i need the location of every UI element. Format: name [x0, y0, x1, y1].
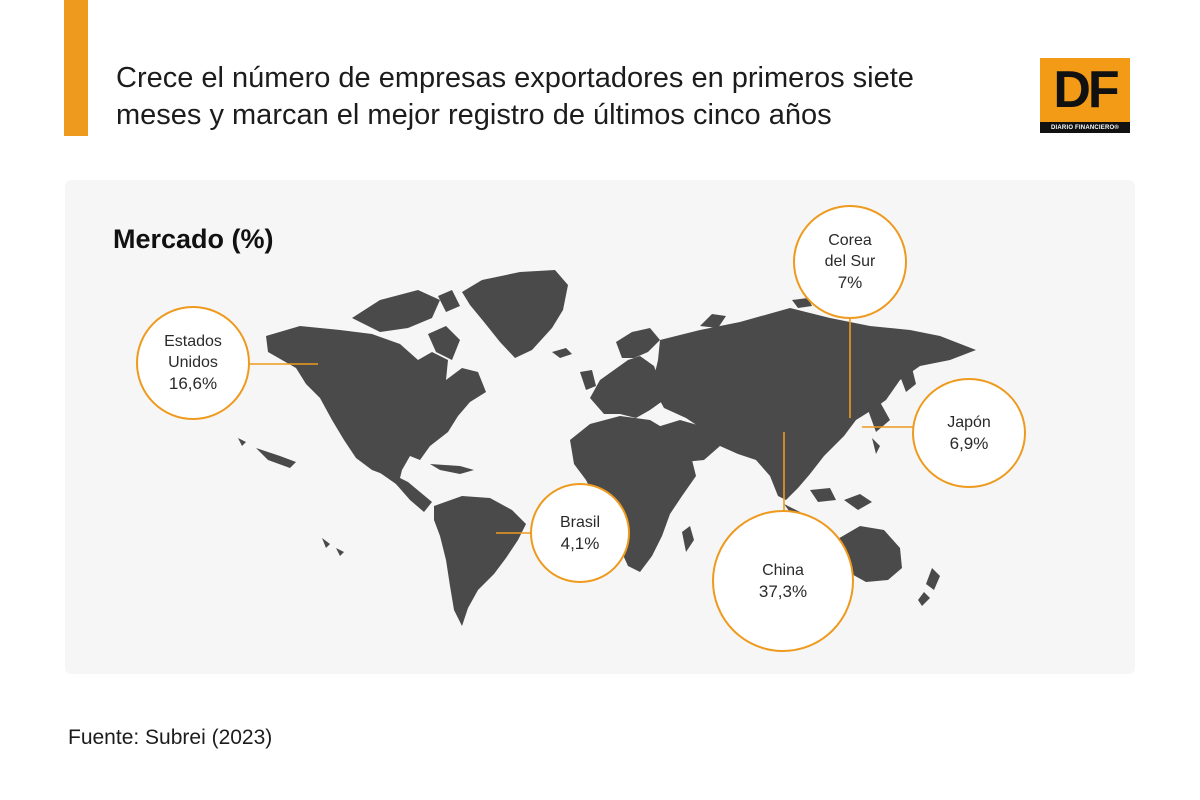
africa-shape [570, 416, 696, 572]
madagascar-shape [682, 526, 694, 552]
scandinavia-shape [616, 328, 660, 358]
market-value: 37,3% [758, 581, 808, 601]
baffin-island-shape [428, 326, 460, 360]
market-bubble-brasil: Brasil 4,1% [530, 483, 630, 583]
arctic-island-shape [438, 290, 460, 312]
aleutian-shape [256, 448, 296, 468]
central-america-shape [376, 470, 432, 512]
page-title: Crece el número de empresas exportadores… [116, 62, 914, 131]
logo-box: DF [1040, 58, 1130, 122]
europe-shape [590, 356, 664, 418]
arabia-shape [654, 420, 720, 462]
iceland-shape [552, 348, 572, 358]
japan-shape [872, 438, 880, 454]
market-bubble-corea-del-sur: Corea del Sur 7% [793, 205, 907, 319]
source-note: Fuente: Subrei (2023) [68, 726, 273, 749]
logo-letters: DF [1053, 61, 1119, 119]
arctic-island-shape [700, 314, 726, 328]
df-logo: DF DIARIO FINANCIERO® [1040, 58, 1130, 134]
uk-shape [580, 370, 596, 390]
market-name: China [762, 561, 804, 579]
market-bubble-china: China 37,3% [712, 510, 854, 652]
sea-islands-shape [844, 494, 872, 510]
new-zealand-shape [918, 592, 930, 606]
land-masses [238, 270, 976, 626]
new-zealand-shape [926, 568, 940, 590]
market-value: 4,1% [560, 533, 600, 553]
market-value: 6,9% [949, 433, 989, 453]
hawaii-shape [322, 538, 330, 548]
market-bubble-estados-unidos: Estados Unidos 16,6% [136, 306, 250, 420]
sea-islands-shape [810, 488, 836, 502]
greenland-shape [462, 270, 568, 358]
market-bubble-japon: Japón 6,9% [912, 378, 1026, 488]
hawaii-shape [336, 548, 344, 556]
japan-shape [868, 402, 890, 432]
aleutian-shape [238, 438, 246, 446]
map-title: Mercado (%) [113, 224, 274, 254]
kamchatka-shape [900, 368, 916, 392]
market-name: Estados Unidos [164, 333, 222, 371]
north-america-shape [266, 326, 486, 486]
arctic-island-shape [352, 290, 440, 332]
market-name: Brasil [559, 513, 600, 531]
market-name: Corea del Sur [824, 232, 876, 270]
market-value: 7% [837, 273, 863, 292]
market-value: 16,6% [168, 374, 218, 393]
market-name: Japón [947, 413, 991, 431]
caribbean-shape [430, 464, 474, 474]
asia-shape [652, 308, 976, 500]
logo-subtitle: DIARIO FINANCIERO® [1040, 122, 1130, 133]
south-america-shape [434, 496, 526, 626]
accent-bar [64, 0, 88, 136]
